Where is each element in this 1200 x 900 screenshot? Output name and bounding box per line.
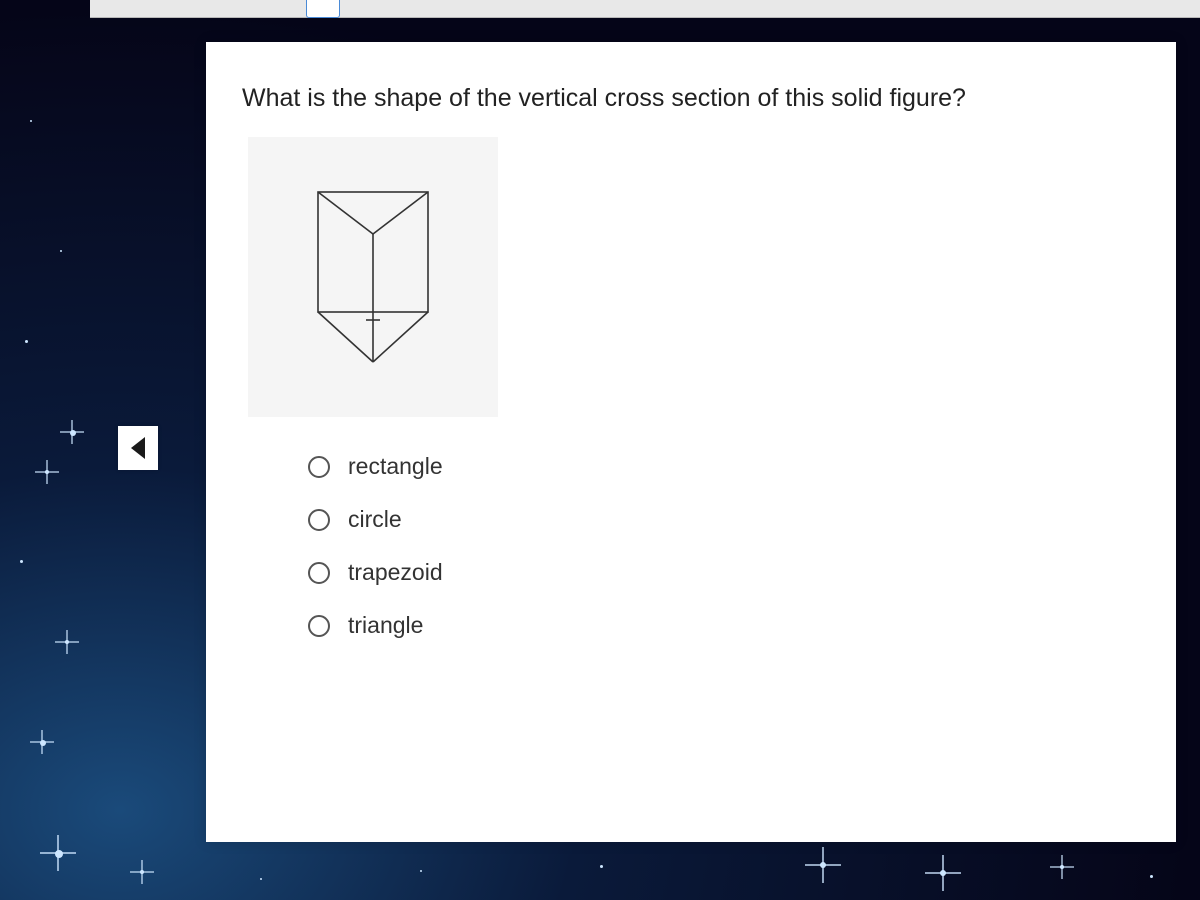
star-icon	[600, 865, 603, 868]
star-icon	[40, 740, 46, 746]
window-tab-bar	[90, 0, 1200, 18]
chevron-left-icon	[127, 435, 149, 461]
star-icon	[60, 250, 62, 252]
option-circle[interactable]: circle	[308, 506, 1140, 533]
star-icon	[1060, 865, 1064, 869]
star-icon	[45, 470, 49, 474]
option-label: rectangle	[348, 453, 443, 480]
option-trapezoid[interactable]: trapezoid	[308, 559, 1140, 586]
star-icon	[30, 120, 32, 122]
option-triangle[interactable]: triangle	[308, 612, 1140, 639]
radio-icon	[308, 456, 330, 478]
star-icon	[420, 870, 422, 872]
radio-icon	[308, 615, 330, 637]
star-icon	[940, 870, 946, 876]
previous-button[interactable]	[118, 426, 158, 470]
figure-container	[248, 137, 498, 417]
star-icon	[260, 878, 262, 880]
star-icon	[140, 870, 144, 874]
active-tab-indicator[interactable]	[306, 0, 340, 18]
star-icon	[20, 560, 23, 563]
star-icon	[1150, 875, 1153, 878]
star-icon	[820, 862, 826, 868]
option-label: triangle	[348, 612, 423, 639]
option-rectangle[interactable]: rectangle	[308, 453, 1140, 480]
radio-icon	[308, 562, 330, 584]
question-text: What is the shape of the vertical cross …	[242, 84, 1140, 113]
star-icon	[70, 430, 76, 436]
option-label: circle	[348, 506, 402, 533]
question-panel: What is the shape of the vertical cross …	[206, 42, 1176, 842]
star-icon	[65, 640, 69, 644]
answer-options: rectangle circle trapezoid triangle	[308, 453, 1140, 639]
radio-icon	[308, 509, 330, 531]
star-icon	[55, 850, 63, 858]
option-label: trapezoid	[348, 559, 443, 586]
solid-figure-diagram	[278, 162, 468, 392]
star-icon	[25, 340, 28, 343]
